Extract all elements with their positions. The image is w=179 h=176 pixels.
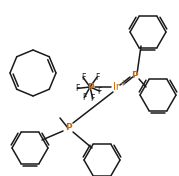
Text: +: + bbox=[119, 78, 126, 87]
Text: P: P bbox=[131, 71, 137, 80]
Text: F: F bbox=[95, 73, 99, 82]
Text: F: F bbox=[75, 84, 80, 93]
Text: F: F bbox=[98, 87, 102, 96]
Text: F: F bbox=[81, 73, 85, 82]
Text: P: P bbox=[65, 124, 71, 133]
Text: F: F bbox=[91, 94, 95, 103]
Text: F: F bbox=[82, 93, 87, 102]
Text: P: P bbox=[87, 83, 93, 92]
Text: Ir: Ir bbox=[113, 82, 119, 92]
